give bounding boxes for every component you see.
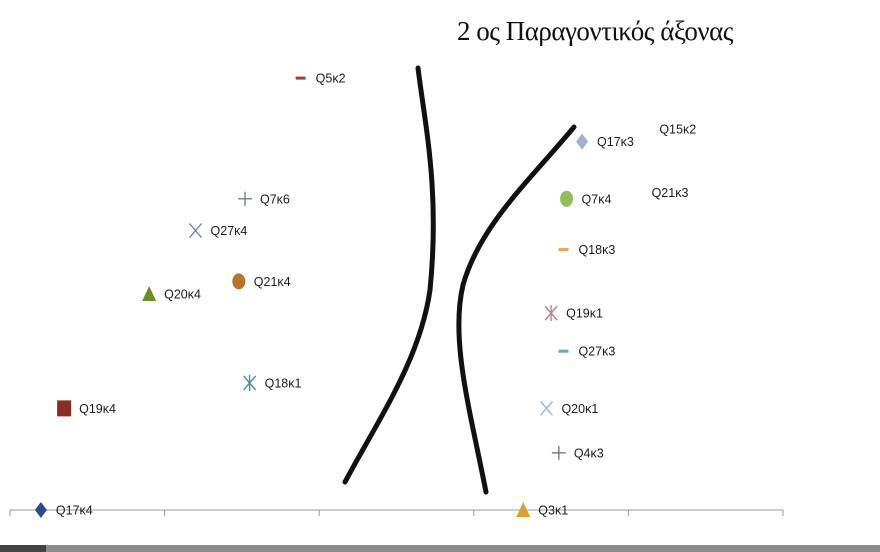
point-label: Q17κ4 <box>56 504 93 518</box>
data-point-q7κ6: Q7κ6 <box>237 191 290 206</box>
marker-x-icon <box>539 400 553 416</box>
point-label: Q27κ3 <box>578 345 615 359</box>
data-point-q4κ3: Q4κ3 <box>551 445 604 460</box>
data-point-q19κ4: Q19κ4 <box>57 400 116 417</box>
point-label: Q18κ3 <box>578 243 615 257</box>
marker-circle-icon <box>232 273 246 290</box>
scrollbar-thumb[interactable] <box>0 545 46 552</box>
marker-diamond-icon <box>34 502 47 518</box>
bottom-scrollbar[interactable] <box>0 545 880 552</box>
point-label: Q7κ4 <box>582 192 612 206</box>
marker-asterisk-icon <box>243 374 257 391</box>
point-label: Q19κ4 <box>79 402 116 416</box>
point-label: Q19κ1 <box>566 307 603 321</box>
point-label: Q3κ1 <box>538 504 568 518</box>
marker-x-icon <box>188 223 203 238</box>
data-point-q17κ3: Q17κ3 <box>576 133 634 150</box>
data-point-q21κ4: Q21κ4 <box>232 273 291 290</box>
data-point-q20κ4: Q20κ4 <box>142 286 201 302</box>
point-label: Q27κ4 <box>211 224 248 238</box>
data-point-q5κ2: Q5κ2 <box>295 72 346 86</box>
data-point-q3κ1: Q3κ1 <box>516 502 568 518</box>
point-label: Q20κ4 <box>164 288 201 302</box>
marker-circle-icon <box>560 190 574 207</box>
marker-triangle-icon <box>142 286 157 302</box>
marker-square-icon <box>57 400 72 417</box>
point-label: Q18κ1 <box>265 376 302 390</box>
point-label: Q4κ3 <box>574 446 604 460</box>
right-separator-curve <box>456 124 577 495</box>
point-label: Q7κ6 <box>260 192 290 206</box>
data-point-q18κ3: Q18κ3 <box>558 243 615 257</box>
point-label: Q5κ2 <box>316 72 346 86</box>
data-point-q18κ1: Q18κ1 <box>243 374 302 391</box>
data-point-q21κ3: Q21κ3 <box>652 186 689 200</box>
point-label: Q15κ2 <box>659 122 696 136</box>
marker-triangle-icon <box>516 502 531 517</box>
data-point-q7κ4: Q7κ4 <box>560 190 612 207</box>
x-axis <box>9 509 784 516</box>
point-label: Q20κ1 <box>561 402 598 416</box>
left-separator-curve <box>342 65 436 485</box>
data-point-q17κ4: Q17κ4 <box>34 502 93 518</box>
marker-plus-icon <box>551 445 566 460</box>
point-label: Q21κ3 <box>652 186 689 200</box>
point-label: Q17κ3 <box>597 135 634 149</box>
data-point-q19κ1: Q19κ1 <box>544 305 603 322</box>
separator-curves <box>342 65 577 495</box>
data-point-q15κ2: Q15κ2 <box>659 122 696 136</box>
marker-asterisk-icon <box>544 305 558 322</box>
data-points: Q5κ2 Q7κ6 Q27κ4 Q21κ4 Q20κ4 Q18κ1 Q19κ4 Q17κ4 Q1… <box>34 72 696 518</box>
point-label: Q21κ4 <box>254 275 291 289</box>
marker-diamond-icon <box>576 133 589 150</box>
marker-plus-icon <box>237 191 252 206</box>
chart-title: 2 ος Παραγοντικός άξονας <box>457 16 733 46</box>
data-point-q27κ3: Q27κ3 <box>558 345 615 359</box>
data-point-q27κ4: Q27κ4 <box>188 223 248 238</box>
data-point-q20κ1: Q20κ1 <box>539 400 598 416</box>
